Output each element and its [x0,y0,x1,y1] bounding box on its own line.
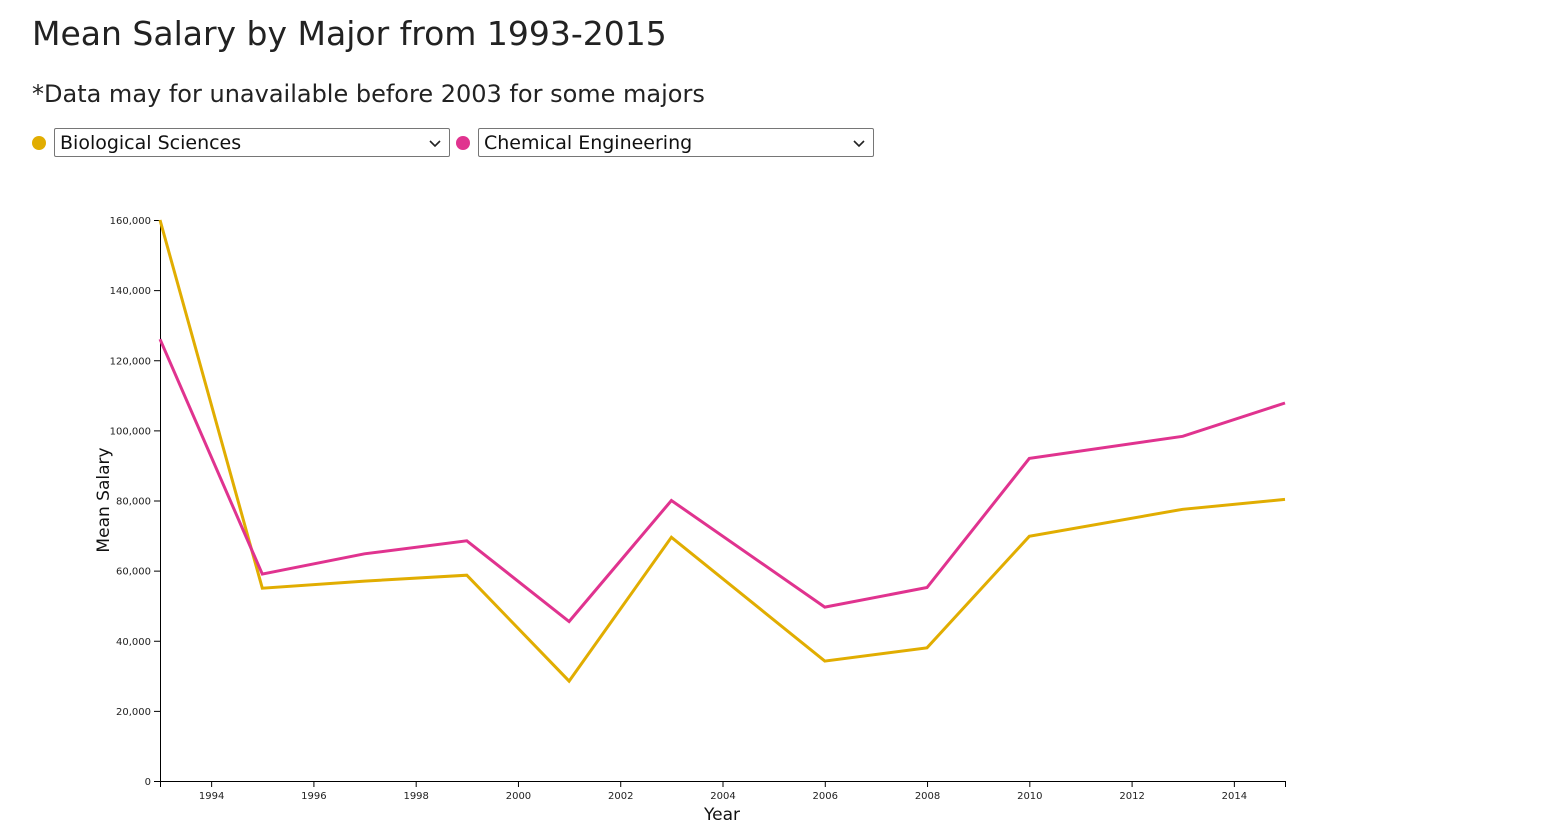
y-tick-label: 140,000 [110,286,151,297]
y-tick-label: 120,000 [110,356,151,367]
x-tick-label: 2006 [813,791,838,802]
y-tick-label: 20,000 [116,707,151,718]
y-axis: 0 20,000 40,000 60,000 80,000 100,000 120,000 1… [110,216,161,788]
x-tick-label: 2010 [1017,791,1042,802]
x-tick-label: 1996 [301,791,326,802]
y-tick-label: 160,000 [110,216,151,227]
y-tick-label: 40,000 [116,637,151,648]
x-axis-title: Year [703,805,740,825]
x-tick-label: 2012 [1119,791,1144,802]
left-series-color-dot [32,135,46,150]
x-tick-label: 2008 [915,791,940,802]
page-title: Mean Salary by Major from 1993-2015 [32,14,667,53]
y-tick-label: 60,000 [116,567,151,578]
page-subtitle: *Data may for unavailable before 2003 fo… [32,80,705,108]
major-select-left-value: Biological Sciences [60,131,242,154]
x-tick-label: 1998 [403,791,428,802]
major-selectors: Biological Sciences Chemical Engineering [32,128,880,157]
x-tick-label: 2004 [710,791,735,802]
series-line-right-major [158,338,1286,624]
x-tick-label: 2002 [608,791,633,802]
x-tick-label: 1994 [199,791,224,802]
x-tick-label: 2000 [506,791,531,802]
chevron-down-icon [853,139,865,147]
series-line-left-major [158,219,1286,684]
major-select-right[interactable]: Chemical Engineering [478,128,874,157]
y-axis-title: Mean Salary [94,447,114,552]
x-axis: 1994 1996 1998 2000 2002 2004 2006 2008 2010 2012… [160,781,1286,802]
series-layer [158,219,1286,684]
y-tick-label: 80,000 [116,497,151,508]
x-tick-label: 2014 [1222,791,1247,802]
y-tick-label: 100,000 [110,426,151,437]
y-tick-label: 0 [145,777,151,788]
chevron-down-icon [429,139,441,147]
major-select-left[interactable]: Biological Sciences [54,128,450,157]
major-select-right-value: Chemical Engineering [484,131,693,154]
right-series-color-dot [456,135,470,150]
